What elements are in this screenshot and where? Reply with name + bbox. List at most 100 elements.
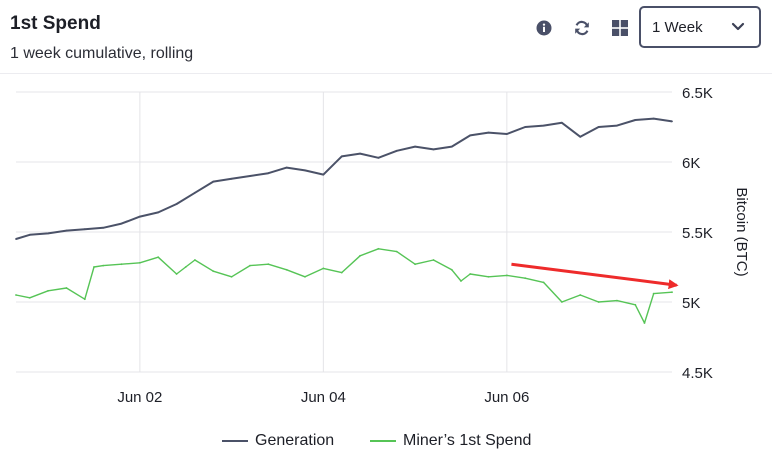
data-point-generation <box>249 175 251 177</box>
y-tick-label: 5.5K <box>682 225 713 242</box>
data-point-generation <box>28 233 31 236</box>
data-point-miner-spend <box>212 270 215 273</box>
data-point-generation <box>505 133 508 135</box>
data-point-miner-spend <box>460 280 462 282</box>
refresh-button[interactable] <box>571 17 593 39</box>
chart-title: 1st Spend <box>10 13 101 34</box>
grid-view-button[interactable] <box>609 17 631 39</box>
data-point-generation <box>194 191 196 194</box>
info-icon <box>536 20 552 36</box>
data-point-generation <box>83 228 86 231</box>
data-point-generation <box>175 203 178 205</box>
y-tick-label: 5K <box>682 295 700 312</box>
data-point-generation <box>304 169 306 172</box>
data-point-generation <box>487 131 490 134</box>
data-point-miner-spend <box>47 289 50 292</box>
legend-label-generation: Generation <box>255 432 335 449</box>
data-point-miner-spend <box>432 259 435 261</box>
legend-swatch-miner-spend <box>370 440 396 442</box>
data-point-generation <box>65 229 68 232</box>
y-axis-title: Bitcoin (BTC) <box>733 187 750 276</box>
data-point-generation <box>450 145 453 148</box>
data-point-generation <box>469 134 472 137</box>
data-point-generation <box>579 135 582 138</box>
data-point-generation <box>322 173 325 176</box>
data-point-generation <box>359 152 361 155</box>
data-point-miner-spend <box>285 268 288 271</box>
data-point-generation <box>212 180 215 183</box>
data-point-generation <box>616 124 618 127</box>
data-point-generation <box>377 156 380 159</box>
data-point-miner-spend <box>230 275 233 278</box>
time-range-value: 1 Week <box>652 19 703 36</box>
data-point-miner-spend <box>469 273 472 275</box>
data-point-generation <box>634 119 637 121</box>
data-point-generation <box>15 238 17 240</box>
data-point-generation <box>157 211 160 214</box>
data-point-miner-spend <box>395 250 398 253</box>
x-tick-label: Jun 02 <box>117 389 162 406</box>
data-point-generation <box>524 126 527 128</box>
data-point-miner-spend <box>359 254 361 257</box>
data-point-generation <box>230 177 233 180</box>
info-button[interactable] <box>533 17 555 39</box>
data-point-miner-spend <box>93 266 95 268</box>
legend-item-miner-spend[interactable]: Miner’s 1st Spend <box>370 430 531 452</box>
data-point-miner-spend <box>249 264 251 267</box>
data-point-generation <box>414 145 417 148</box>
data-point-generation <box>561 121 563 124</box>
data-point-generation <box>395 149 398 152</box>
data-point-miner-spend <box>322 267 325 270</box>
data-point-miner-spend <box>65 287 68 289</box>
data-point-miner-spend <box>83 298 86 301</box>
data-point-miner-spend <box>505 274 508 277</box>
legend-swatch-generation <box>222 440 248 442</box>
data-point-miner-spend <box>579 294 582 296</box>
data-point-miner-spend <box>671 291 673 294</box>
data-point-generation <box>285 166 288 169</box>
x-tick-label: Jun 06 <box>484 389 529 406</box>
data-point-miner-spend <box>138 261 141 264</box>
data-point-miner-spend <box>184 266 187 268</box>
data-point-miner-spend <box>267 263 270 266</box>
time-range-select[interactable]: 1 Week <box>639 6 761 48</box>
data-point-generation <box>542 124 545 127</box>
data-point-generation <box>267 172 270 175</box>
data-point-miner-spend <box>643 322 646 324</box>
chart-legend: Generation Miner’s 1st Spend <box>0 430 772 452</box>
data-point-miner-spend <box>597 301 600 303</box>
data-point-miner-spend <box>157 256 160 259</box>
data-point-miner-spend <box>561 301 563 303</box>
data-point-generation <box>138 215 141 218</box>
annotation-arrow <box>511 262 679 290</box>
data-point-miner-spend <box>120 263 123 266</box>
series-line-miner-spend <box>15 248 673 324</box>
data-point-miner-spend <box>524 277 527 280</box>
data-point-generation <box>652 117 655 120</box>
data-point-miner-spend <box>194 259 196 261</box>
grid-icon <box>612 20 628 36</box>
data-point-generation <box>340 155 343 158</box>
chart-header: 1st Spend 1 week cumulative, rolling 1 W… <box>0 0 772 74</box>
data-point-miner-spend <box>102 264 105 267</box>
chevron-down-icon <box>731 22 745 31</box>
data-point-miner-spend <box>340 271 343 274</box>
legend-item-generation[interactable]: Generation <box>222 430 334 452</box>
chart-area: 6.5K 6K 5.5K 5K 4.5K Jun 02 Jun 04 Jun 06 Bitcoi… <box>0 74 772 456</box>
data-point-miner-spend <box>616 299 618 302</box>
legend-label-miner-spend: Miner’s 1st Spend <box>403 432 532 449</box>
data-point-miner-spend <box>652 292 655 295</box>
data-point-miner-spend <box>487 275 490 278</box>
data-point-miner-spend <box>175 273 178 275</box>
data-point-miner-spend <box>304 275 306 278</box>
data-point-generation <box>120 222 123 225</box>
data-point-generation <box>597 126 600 128</box>
data-point-miner-spend <box>377 247 380 250</box>
data-point-generation <box>102 226 105 229</box>
data-point-miner-spend <box>414 263 417 266</box>
y-tick-label: 4.5K <box>682 365 713 382</box>
y-tick-label: 6K <box>682 155 700 172</box>
data-point-miner-spend <box>542 281 545 284</box>
data-point-miner-spend <box>634 303 637 306</box>
series-line-generation <box>15 117 673 240</box>
